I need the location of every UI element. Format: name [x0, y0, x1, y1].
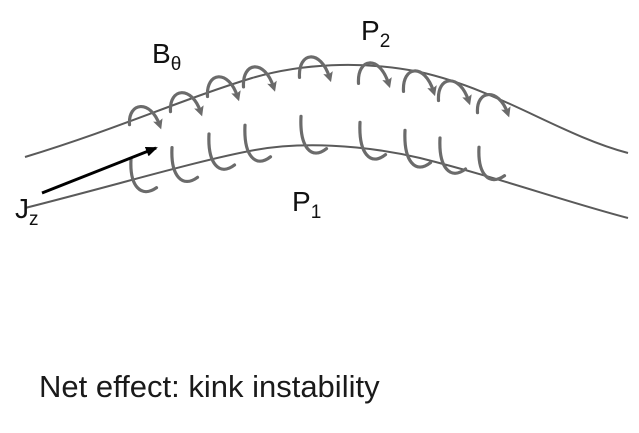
column-inner-boundary	[24, 144, 629, 219]
field-loop-icon	[436, 79, 468, 175]
field-loop-icon	[241, 65, 273, 163]
field-loop-icon	[205, 75, 237, 171]
column-outer-boundary	[24, 63, 629, 158]
current-label: Jz	[15, 193, 39, 230]
field-loops	[127, 55, 507, 194]
caption: Net effect: kink instability	[39, 369, 380, 404]
field-loop-icon	[297, 55, 329, 155]
field-loop-icon	[475, 93, 507, 182]
b-field-label: Bθ	[152, 38, 181, 75]
pressure-inner-label: P1	[292, 186, 321, 223]
field-loop-icon	[401, 69, 433, 169]
current-arrow-icon	[41, 146, 158, 195]
field-loop-icon	[168, 91, 200, 183]
field-loop-icon	[127, 105, 159, 194]
field-loop-icon	[356, 61, 388, 161]
pressure-outer-label: P2	[361, 15, 390, 52]
